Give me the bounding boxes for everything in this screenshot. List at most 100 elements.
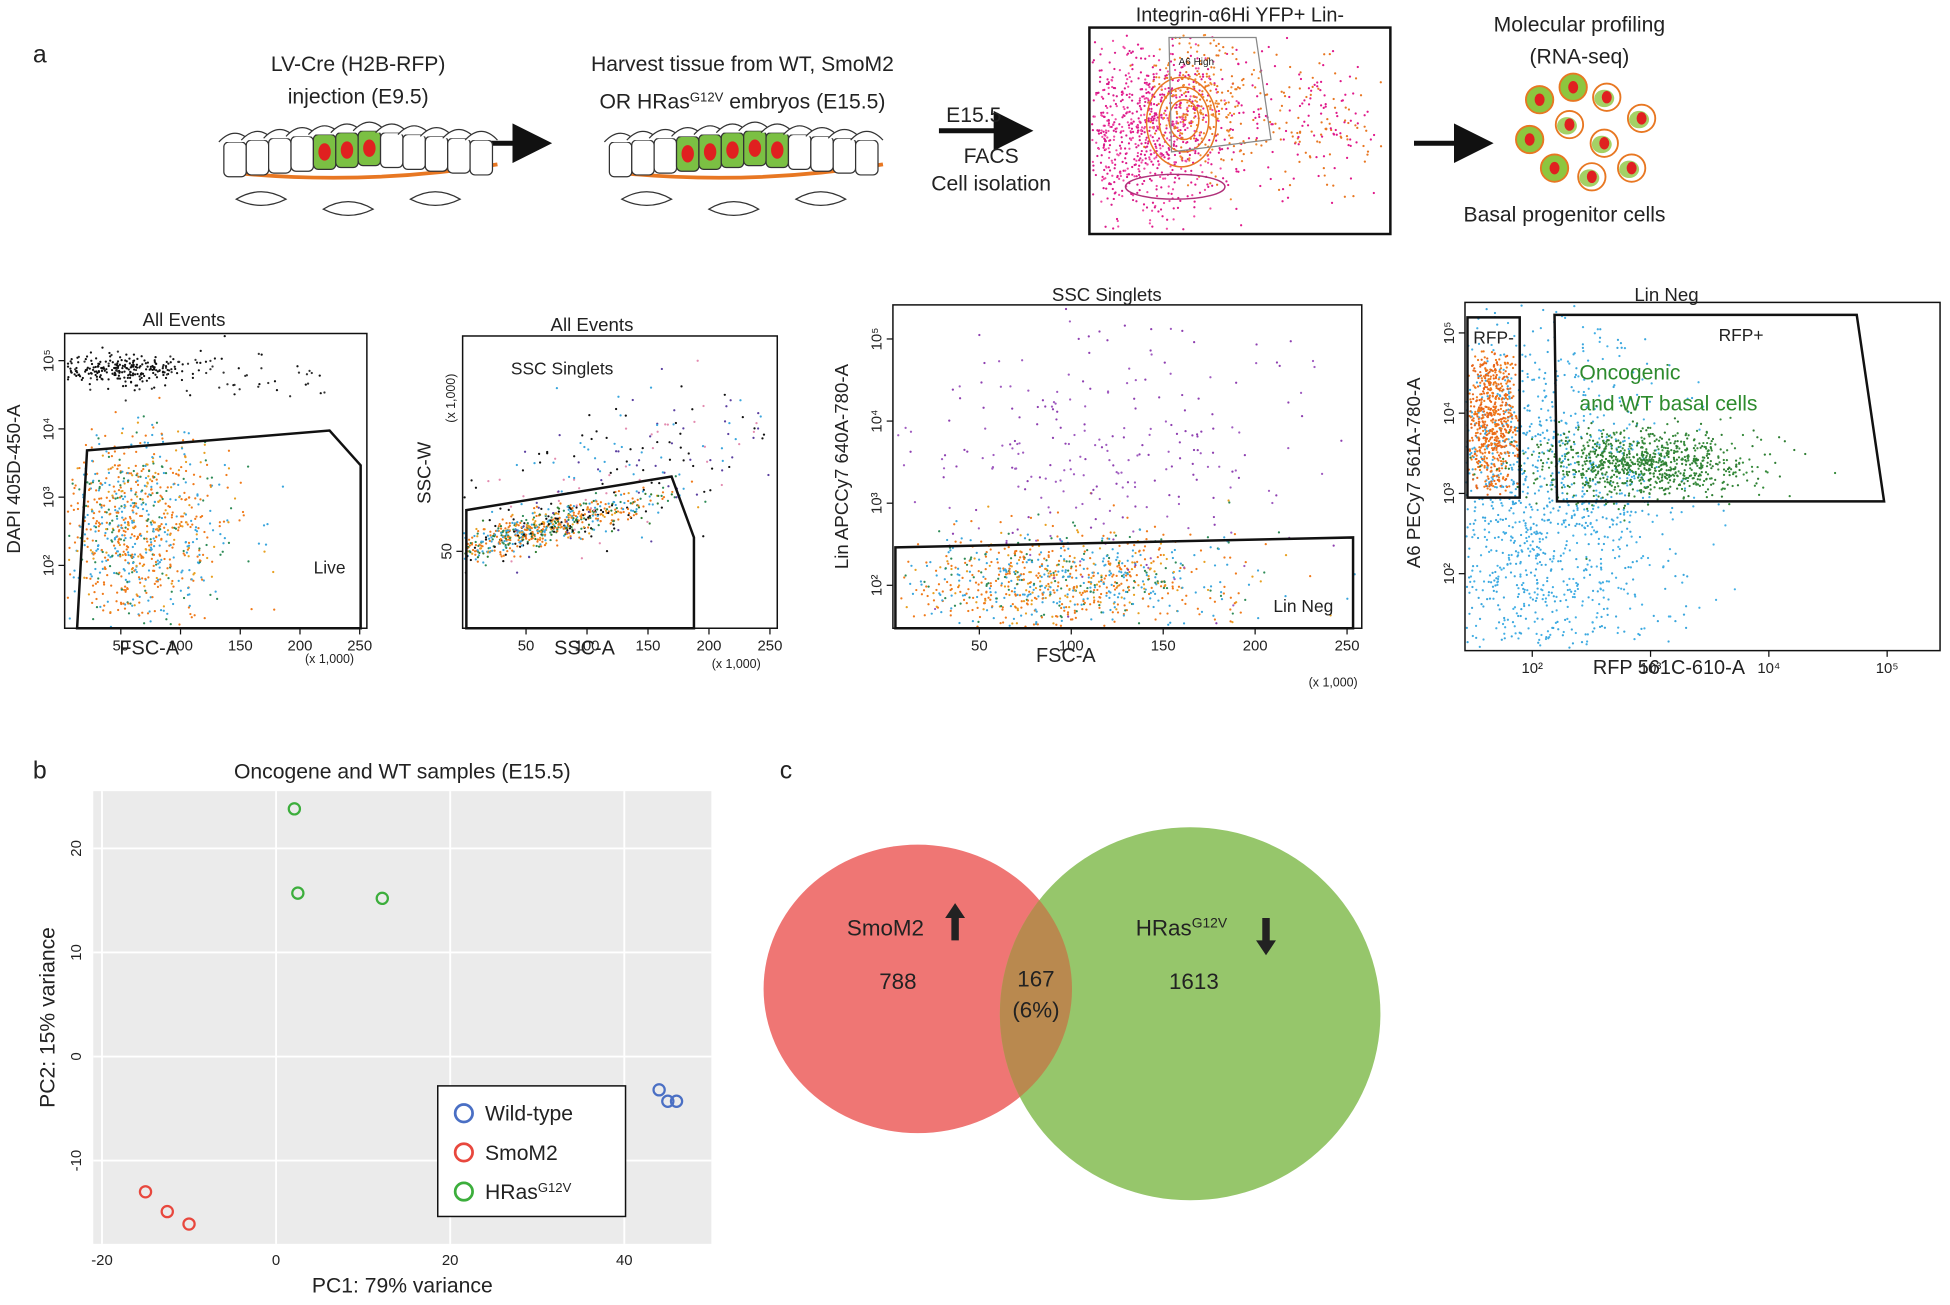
event-dot (1127, 459, 1129, 461)
event-dot (150, 488, 152, 490)
event-dot (132, 527, 134, 529)
event-dot (1181, 115, 1183, 117)
event-dot (162, 366, 164, 368)
event-dot (1123, 115, 1125, 117)
event-dot (188, 547, 190, 549)
event-dot (1253, 69, 1255, 71)
event-dot (1339, 132, 1341, 134)
event-dot (1187, 527, 1189, 529)
event-dot (903, 464, 905, 466)
event-dot (619, 501, 621, 503)
event-dot (1200, 431, 1202, 433)
event-dot (613, 491, 615, 493)
event-dot (1204, 34, 1206, 36)
event-dot (1056, 391, 1058, 393)
event-dot (1106, 586, 1108, 588)
event-dot (1128, 571, 1130, 573)
event-dot (118, 529, 120, 531)
event-dot (196, 538, 198, 540)
event-dot (1163, 587, 1165, 589)
event-dot (1191, 571, 1193, 573)
event-dot (1158, 83, 1160, 85)
event-dot (1137, 168, 1139, 170)
event-dot (1505, 518, 1507, 520)
event-dot (1062, 545, 1064, 547)
event-dot (477, 532, 479, 534)
event-dot (1091, 551, 1093, 553)
event-dot (1617, 587, 1619, 589)
event-dot (649, 522, 651, 524)
event-dot (276, 389, 278, 391)
event-dot (978, 558, 980, 560)
event-dot (105, 477, 107, 479)
event-dot (1332, 133, 1334, 135)
event-dot (569, 514, 571, 516)
event-dot (1076, 603, 1078, 605)
event-dot (1182, 35, 1184, 37)
event-dot (1146, 506, 1148, 508)
event-dot (1362, 145, 1364, 147)
event-dot (1153, 140, 1155, 142)
event-dot (128, 612, 130, 614)
event-dot (595, 500, 597, 502)
event-dot (475, 544, 477, 546)
event-dot (78, 374, 80, 376)
event-dot (1095, 142, 1097, 144)
event-dot (1112, 227, 1114, 229)
event-dot (119, 544, 121, 546)
event-dot (651, 482, 653, 484)
event-dot (1139, 157, 1141, 159)
event-dot (183, 597, 185, 599)
event-dot (1270, 178, 1272, 180)
event-dot (1186, 127, 1188, 129)
event-dot (1170, 60, 1172, 62)
event-dot (121, 534, 123, 536)
event-dot (1116, 95, 1118, 97)
event-dot (1641, 603, 1643, 605)
event-dot (1101, 96, 1103, 98)
event-dot (120, 524, 122, 526)
event-dot (525, 534, 527, 536)
event-dot (1025, 589, 1027, 591)
event-dot (263, 524, 265, 526)
event-dot (1104, 125, 1106, 127)
event-dot (608, 474, 610, 476)
event-dot (194, 518, 196, 520)
event-dot (1014, 593, 1016, 595)
event-dot (1204, 81, 1206, 83)
event-dot (538, 507, 540, 509)
event-dot (567, 525, 569, 527)
event-dot (1049, 535, 1051, 537)
event-dot (195, 526, 197, 528)
event-dot (186, 390, 188, 392)
event-dot (947, 563, 949, 565)
event-dot (171, 527, 173, 529)
event-dot (98, 525, 100, 527)
event-dot (1009, 572, 1011, 574)
event-dot (1178, 496, 1180, 498)
event-dot (1060, 625, 1062, 627)
event-dot (531, 527, 533, 529)
event-dot (1121, 190, 1123, 192)
event-dot (157, 562, 159, 564)
event-dot (132, 365, 134, 367)
event-dot (1180, 146, 1182, 148)
event-dot (613, 527, 615, 529)
event-dot (116, 518, 118, 520)
event-dot (154, 361, 156, 363)
event-dot (114, 498, 116, 500)
event-dot (126, 548, 128, 550)
event-dot (1149, 158, 1151, 160)
event-dot (1592, 630, 1594, 632)
tissue-shape (709, 202, 759, 216)
event-dot (1263, 571, 1265, 573)
event-dot (1588, 543, 1590, 545)
event-dot (1300, 78, 1302, 80)
event-dot (1193, 449, 1195, 451)
event-dot (1138, 453, 1140, 455)
event-dot (1147, 142, 1149, 144)
event-dot (1067, 613, 1069, 615)
event-dot (1323, 107, 1325, 109)
event-dot (984, 578, 986, 580)
event-dot (91, 575, 93, 577)
